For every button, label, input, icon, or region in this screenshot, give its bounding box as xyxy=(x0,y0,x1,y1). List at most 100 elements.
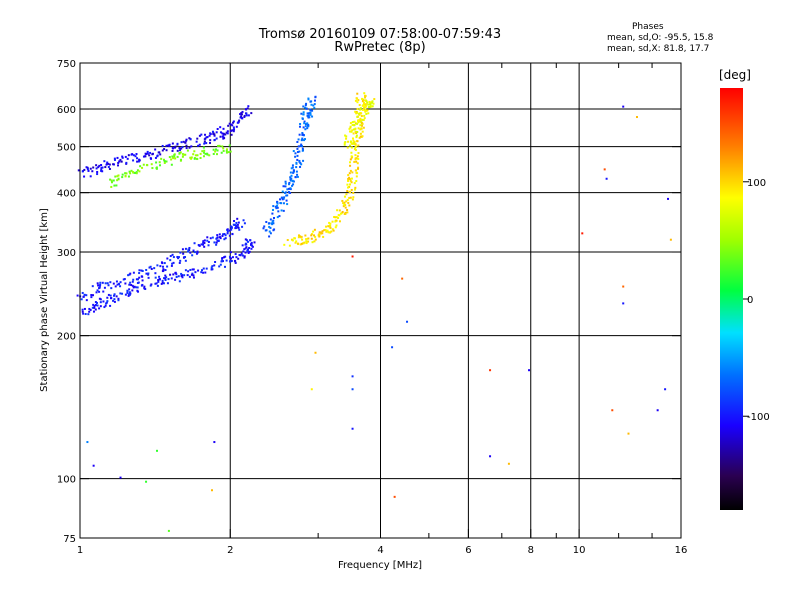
trace-point xyxy=(313,103,316,106)
trace-point xyxy=(235,256,238,259)
trace-point xyxy=(139,165,142,168)
x-tick-label: 10 xyxy=(573,545,586,556)
trace-point xyxy=(172,273,175,276)
trace-point xyxy=(223,233,226,236)
trace-point xyxy=(117,299,120,302)
trace-point xyxy=(235,125,238,128)
trace-point xyxy=(373,98,376,101)
trace-point xyxy=(281,190,284,193)
trace-point xyxy=(350,181,353,184)
trace-point xyxy=(206,236,209,239)
trace-point xyxy=(202,240,205,243)
trace-point xyxy=(157,280,160,283)
trace-point xyxy=(216,239,219,242)
trace-point xyxy=(343,203,346,206)
trace-point xyxy=(188,275,191,278)
trace-point xyxy=(171,149,174,152)
trace-point xyxy=(230,225,233,228)
trace-point xyxy=(181,276,184,279)
scatter-point xyxy=(622,105,625,108)
trace-point xyxy=(132,171,135,174)
scatter-point xyxy=(393,495,396,498)
trace-point xyxy=(204,152,207,155)
trace-point xyxy=(108,167,111,170)
trace-point xyxy=(171,262,174,265)
trace-point xyxy=(295,170,298,173)
trace-point xyxy=(221,145,224,148)
trace-point xyxy=(112,179,115,182)
trace-point xyxy=(98,307,101,310)
trace-point xyxy=(300,139,303,142)
trace-point xyxy=(349,158,352,161)
trace-point xyxy=(301,137,304,140)
trace-point xyxy=(94,301,97,304)
x-tick-label: 2 xyxy=(227,545,233,556)
trace-point xyxy=(119,281,122,284)
trace-point xyxy=(285,199,288,202)
colorbar-ticks: 100 0 -100 xyxy=(743,178,770,423)
y-tick-label: 400 xyxy=(57,189,76,200)
trace-point xyxy=(304,123,307,126)
trace-point xyxy=(196,158,199,161)
trace-point xyxy=(349,126,352,129)
trace-point xyxy=(234,261,237,264)
trace-point xyxy=(166,265,169,268)
trace-point xyxy=(154,276,157,279)
trace-point xyxy=(118,160,121,163)
trace-point xyxy=(294,155,297,158)
trace-point xyxy=(246,249,249,252)
trace-point xyxy=(178,147,181,150)
trace-point xyxy=(213,134,216,137)
trace-point xyxy=(100,168,103,171)
trace-point xyxy=(99,298,102,301)
trace-point xyxy=(224,234,227,237)
trace-point xyxy=(290,174,293,177)
scatter-point xyxy=(528,369,531,372)
trace-point xyxy=(346,208,349,211)
trace-point xyxy=(310,237,313,240)
trace-point xyxy=(244,108,247,111)
trace-point xyxy=(275,207,278,210)
trace-point xyxy=(96,282,99,285)
trace-point xyxy=(103,286,106,289)
trace-point xyxy=(175,275,178,278)
trace-point xyxy=(328,225,331,228)
trace-point xyxy=(253,241,256,244)
trace-point xyxy=(232,126,235,129)
trace-point xyxy=(214,260,217,263)
trace-point xyxy=(184,247,187,250)
trace-point xyxy=(123,278,126,281)
trace-point xyxy=(188,246,191,249)
trace-point xyxy=(129,172,132,175)
trace-point xyxy=(350,156,353,159)
trace-point xyxy=(86,168,89,171)
trace-point xyxy=(136,286,139,289)
trace-point xyxy=(241,225,244,228)
scatter-point xyxy=(156,449,159,452)
trace-point xyxy=(344,206,347,209)
trace-point xyxy=(141,279,144,282)
trace-point xyxy=(161,270,164,273)
trace-point xyxy=(325,225,328,228)
trace-point xyxy=(171,253,174,256)
trace-point xyxy=(217,144,220,147)
scatter-point xyxy=(86,441,89,444)
trace-point xyxy=(274,205,277,208)
trace-point xyxy=(186,149,189,152)
trace-point xyxy=(227,151,230,154)
trace-point xyxy=(239,113,242,116)
trace-point xyxy=(279,198,282,201)
trace-point xyxy=(174,271,177,274)
trace-point xyxy=(243,222,246,225)
trace-point xyxy=(237,226,240,229)
trace-point xyxy=(249,239,252,242)
trace-point xyxy=(110,287,113,290)
trace-point xyxy=(310,233,313,236)
trace-point xyxy=(170,158,173,161)
trace-point xyxy=(213,139,216,142)
trace-point xyxy=(303,241,306,244)
trace-point xyxy=(357,99,360,102)
trace-point xyxy=(366,101,369,104)
trace-point xyxy=(156,154,159,157)
trace-point xyxy=(323,229,326,232)
